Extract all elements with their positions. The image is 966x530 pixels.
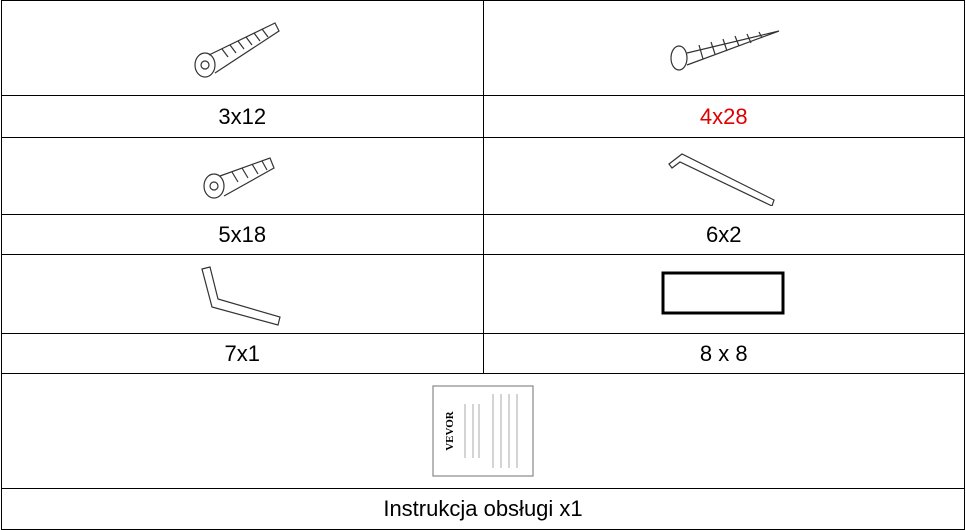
part-label: 5x18 xyxy=(1,214,484,255)
part-label: 7x1 xyxy=(1,333,484,374)
image-cell xyxy=(482,137,965,215)
image-cell xyxy=(482,0,965,96)
manual-icon: VEVOR xyxy=(432,385,534,477)
part-label: 6x2 xyxy=(482,214,965,255)
screw-icon xyxy=(670,30,779,71)
part-label: 8 x 8 xyxy=(482,333,965,374)
hex-key-icon xyxy=(667,153,775,206)
image-cell xyxy=(1,137,484,215)
part-label: 4x28 xyxy=(482,95,965,138)
hex-key-icon xyxy=(201,266,281,326)
plate-icon xyxy=(661,271,785,315)
image-cell xyxy=(1,0,484,96)
screw-icon xyxy=(203,157,276,199)
manual-brand: VEVOR xyxy=(444,410,456,451)
part-label: 3x12 xyxy=(1,95,484,138)
image-cell xyxy=(482,254,965,334)
image-cell xyxy=(1,254,484,334)
image-cell: VEVOR xyxy=(1,373,965,489)
manual-label: Instrukcja obsługi x1 xyxy=(1,488,965,530)
screw-icon xyxy=(194,22,281,78)
